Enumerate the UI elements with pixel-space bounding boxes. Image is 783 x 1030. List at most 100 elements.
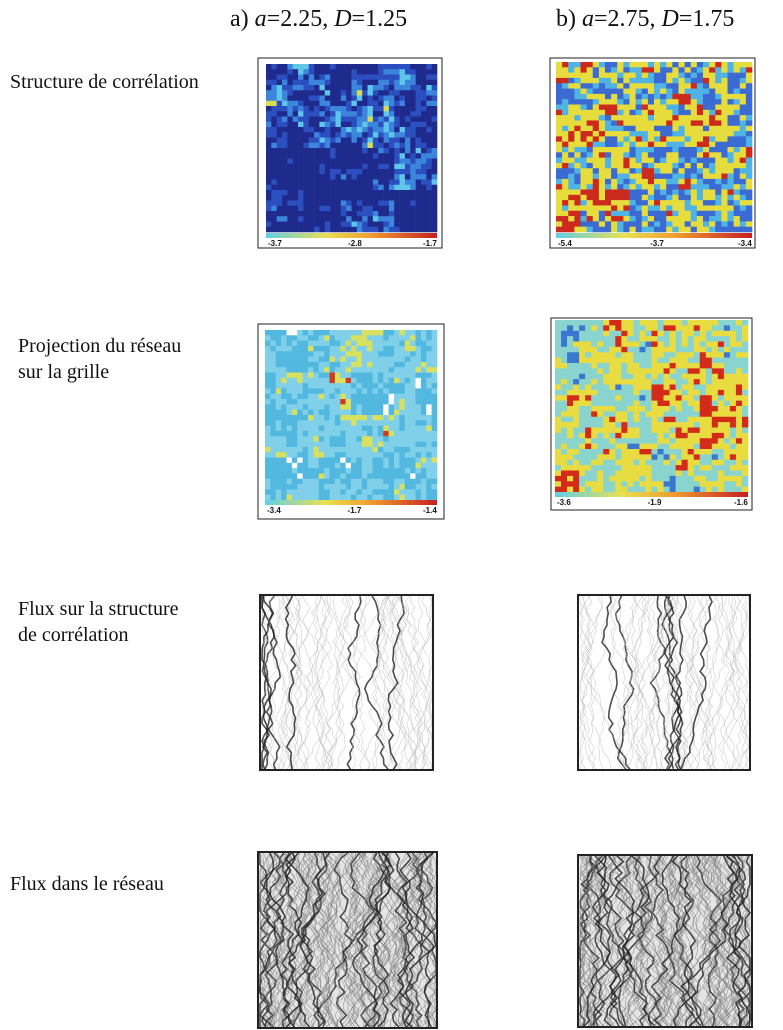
pixel (675, 341, 682, 348)
pixel (696, 72, 704, 79)
pixel (345, 430, 352, 437)
pixel (660, 104, 667, 111)
pixel (426, 452, 432, 458)
pixel (415, 221, 422, 228)
pixel (303, 142, 310, 149)
pixel (426, 132, 432, 138)
pixel (276, 85, 283, 91)
pixel (378, 174, 384, 180)
pixel (639, 400, 646, 407)
pixel (555, 363, 562, 369)
pixel (334, 404, 341, 410)
pixel (741, 443, 749, 450)
pixel (663, 368, 670, 375)
pixel (672, 226, 679, 233)
pixel (340, 205, 347, 212)
flux-line (393, 852, 422, 1028)
pixel (651, 481, 658, 487)
pixel (266, 85, 272, 91)
pixel (308, 226, 315, 233)
pixel (555, 400, 562, 407)
pixel (633, 325, 640, 332)
pixel (615, 341, 622, 348)
pixel (603, 389, 610, 396)
pixel (717, 475, 725, 482)
pixel (372, 190, 379, 196)
pixel (394, 226, 400, 233)
pixel (699, 432, 707, 439)
pixel (745, 157, 753, 164)
pixel (611, 157, 618, 164)
pixel (647, 210, 655, 217)
pixel (330, 111, 336, 117)
flux-line (604, 855, 632, 1027)
pixel (399, 457, 406, 464)
pixel (362, 179, 368, 186)
pixel (741, 470, 749, 477)
pixel (556, 136, 563, 142)
pixel (298, 205, 304, 212)
pixel (410, 441, 416, 448)
pixel (361, 484, 368, 490)
pixel (699, 373, 707, 380)
pixel (334, 340, 341, 347)
pixel (324, 367, 330, 373)
pixel (388, 79, 395, 86)
pixel (346, 74, 352, 81)
pixel (292, 69, 299, 75)
pixel (399, 127, 406, 133)
pixel (666, 221, 673, 227)
pixel (567, 341, 574, 348)
pixel (324, 200, 331, 207)
pixel (717, 449, 725, 455)
pixel (266, 163, 272, 170)
pixel (329, 330, 336, 336)
pixel (633, 395, 640, 401)
pixel (372, 484, 379, 490)
pixel (276, 142, 283, 149)
flux-line (373, 852, 391, 1028)
pixel (394, 216, 400, 222)
pixel (282, 137, 288, 144)
pixel (340, 226, 347, 233)
pixel (367, 356, 373, 363)
pixel (580, 67, 587, 73)
pixel (372, 345, 379, 352)
pixel (568, 210, 575, 217)
pixel (297, 351, 303, 357)
pixel (346, 148, 352, 154)
pixel (621, 406, 628, 412)
pixel (639, 384, 646, 391)
pixel (340, 420, 346, 426)
pixel (367, 127, 374, 133)
pixel (672, 210, 679, 217)
pixel (270, 462, 277, 469)
pixel (356, 85, 363, 91)
pixel (580, 125, 587, 132)
flux-line (303, 852, 328, 1028)
pixel (399, 179, 406, 186)
pixel (404, 64, 411, 70)
pixel (383, 74, 390, 81)
pixel (609, 384, 616, 391)
pixel (598, 173, 606, 180)
pixel (585, 470, 592, 477)
pixel (645, 384, 652, 391)
pixel (420, 489, 427, 495)
pixel (574, 141, 581, 148)
pixel (723, 486, 731, 493)
pixel (324, 393, 330, 400)
pixel (420, 111, 427, 117)
pixel (699, 411, 707, 418)
pixel (633, 379, 640, 385)
pixel (592, 88, 600, 95)
pixel (388, 404, 395, 410)
pixel (621, 357, 628, 364)
pixel (302, 452, 309, 458)
pixel (351, 195, 358, 201)
pixel (388, 436, 395, 442)
pixel (672, 200, 679, 206)
pixel (678, 157, 685, 164)
pixel (609, 411, 616, 418)
pixel (270, 489, 277, 495)
